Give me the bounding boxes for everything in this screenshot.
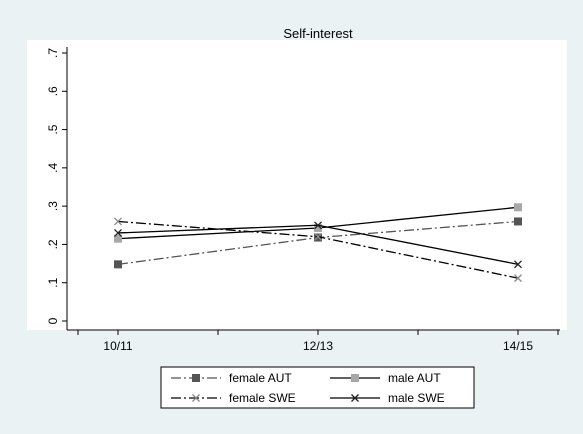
y-tick-label: .5 (46, 124, 60, 134)
y-tick-label: .2 (46, 239, 60, 249)
series-male-aut (114, 203, 522, 243)
data-point-marker (514, 260, 522, 269)
y-tick-label: 0 (46, 317, 60, 324)
legend-label: female SWE (229, 391, 296, 405)
y-tick-label: .7 (46, 48, 60, 58)
data-point-marker (514, 217, 522, 226)
data-point-marker (114, 260, 122, 269)
legend-label: female AUT (229, 371, 292, 385)
data-point-marker (514, 274, 522, 283)
x-tick-label: 12/13 (303, 339, 333, 353)
x-tick-label: 10/11 (103, 339, 132, 353)
legend-box (160, 366, 475, 409)
series-male-swe (114, 221, 522, 269)
data-point-marker (114, 217, 122, 226)
chart-title: Self-interest (283, 26, 353, 41)
y-tick-label: .6 (46, 86, 60, 96)
series-female-swe (114, 217, 522, 283)
y-tick-label: .3 (46, 201, 60, 211)
data-point-marker (114, 228, 122, 237)
data-point-marker (314, 232, 322, 241)
x-tick-label: 14/15 (503, 339, 533, 353)
data-point-marker (114, 234, 122, 243)
y-tick-label: .4 (46, 163, 60, 173)
legend: female AUT male AUT female SWE male SWE (160, 366, 475, 409)
data-point-marker (351, 374, 359, 382)
legend-label: male AUT (388, 371, 441, 385)
data-point-marker (351, 394, 359, 402)
legend-label: male SWE (388, 391, 445, 405)
axes: 0 .1 .2 .3 .4 .5 .6 .7 10/11 12/13 14/15 (46, 47, 560, 353)
data-point-marker (314, 221, 322, 230)
plot-background (27, 40, 567, 330)
data-point-marker (192, 374, 200, 382)
data-point-marker (514, 203, 522, 212)
series-layer (114, 203, 522, 283)
data-point-marker (192, 394, 200, 402)
y-tick-label: .1 (46, 277, 60, 287)
data-point-marker (314, 223, 322, 232)
